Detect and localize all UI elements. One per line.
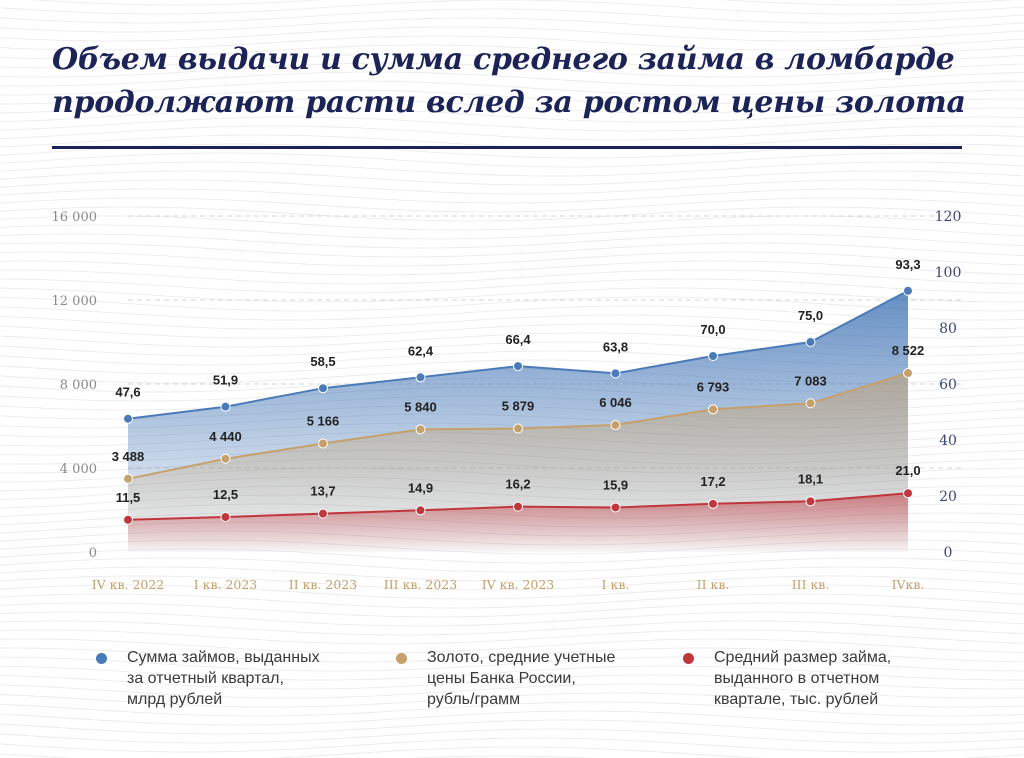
data-label-avg-loan: 12,5 <box>213 487 238 502</box>
category-tick-label: II кв. <box>697 577 730 592</box>
data-label-loans: 75,0 <box>798 308 823 323</box>
data-point-avg-loan <box>318 508 328 519</box>
legend-label-gold: Золото, средние учетные цены Банка Росси… <box>427 649 616 708</box>
category-tick-label: I кв. 2023 <box>194 577 258 592</box>
series-areas <box>128 290 908 552</box>
data-point-gold <box>708 404 718 415</box>
data-label-gold: 3 488 <box>112 449 145 464</box>
data-label-gold: 5 166 <box>307 414 340 429</box>
legend-label-loans: Сумма займов, выданных за отчетный кварт… <box>127 649 320 708</box>
data-label-loans: 47,6 <box>115 385 140 400</box>
data-label-loans: 70,0 <box>700 322 725 337</box>
data-label-avg-loan: 21,0 <box>895 463 920 478</box>
data-point-gold <box>513 423 523 434</box>
data-point-loans <box>513 361 523 372</box>
data-label-avg-loan: 14,9 <box>408 480 433 495</box>
data-label-gold: 8 522 <box>892 343 925 358</box>
data-label-loans: 93,3 <box>895 257 920 272</box>
category-tick-label: III кв. <box>792 577 830 592</box>
data-point-loans <box>708 351 718 361</box>
right-axis-tick-label: 0 <box>944 545 953 561</box>
legend-item-loans: Сумма займов, выданных за отчетный кварт… <box>96 647 320 710</box>
data-point-avg-loan <box>123 514 133 525</box>
data-point-avg-loan <box>903 488 913 499</box>
data-label-gold: 6 046 <box>599 395 632 410</box>
data-label-loans: 58,5 <box>310 354 335 369</box>
data-point-loans <box>318 383 328 394</box>
legend-dot-gold <box>396 653 407 664</box>
right-axis-tick-label: 20 <box>939 489 957 505</box>
data-label-gold: 5 879 <box>502 399 535 414</box>
data-point-gold <box>805 398 816 409</box>
chart: 47,6 51,9 58,5 62,4 66,4 63,8 70,0 75,0 93,3 3 48… <box>52 209 962 592</box>
data-label-loans: 62,4 <box>408 343 434 358</box>
category-tick-label: IV кв. 2022 <box>92 577 165 592</box>
category-tick-label: I кв. <box>602 577 630 592</box>
data-point-avg-loan <box>805 496 816 507</box>
right-axis-tick-label: 80 <box>939 321 957 337</box>
data-point-gold <box>123 473 133 484</box>
category-tick-label: IVкв. <box>892 577 925 592</box>
category-tick-label: IV кв. 2023 <box>482 577 555 592</box>
left-axis-tick-label: 8 000 <box>60 378 97 393</box>
right-axis-tick-label: 60 <box>939 377 957 393</box>
legend-dot-avg-loan <box>683 653 694 664</box>
data-point-loans <box>220 401 231 412</box>
data-point-loans <box>805 337 816 347</box>
page-title: Объем выдачи и сумма среднего займа в ло… <box>52 42 966 120</box>
left-axis-tick-label: 12 000 <box>52 294 98 309</box>
data-label-gold: 6 793 <box>697 379 730 394</box>
right-axis-tick-label: 100 <box>935 265 962 281</box>
legend-item-gold: Золото, средние учетные цены Банка Росси… <box>396 647 615 710</box>
left-axis-tick-label: 0 <box>89 546 97 561</box>
data-label-avg-loan: 11,5 <box>116 490 141 505</box>
right-axis-tick-label: 120 <box>935 209 962 225</box>
data-point-loans <box>415 372 426 383</box>
data-label-avg-loan: 15,9 <box>603 477 628 492</box>
category-tick-label: III кв. 2023 <box>384 577 457 592</box>
title-divider <box>52 146 962 149</box>
data-point-avg-loan <box>220 512 231 522</box>
data-label-avg-loan: 18,1 <box>798 471 823 486</box>
data-point-avg-loan <box>513 501 523 512</box>
data-point-loans <box>123 413 133 424</box>
data-label-avg-loan: 13,7 <box>310 484 335 499</box>
legend: Сумма займов, выданных за отчетный кварт… <box>0 647 1024 727</box>
data-point-avg-loan <box>415 505 426 516</box>
series-points <box>123 285 913 525</box>
right-axis-tick-label: 40 <box>939 433 957 449</box>
legend-dot-loans <box>96 653 107 664</box>
data-point-gold <box>220 453 231 464</box>
data-label-loans: 63,8 <box>603 339 628 354</box>
data-label-avg-loan: 17,2 <box>700 474 725 489</box>
data-point-loans <box>903 285 913 296</box>
data-label-gold: 5 840 <box>404 399 437 414</box>
legend-label-avg-loan: Средний размер займа, выданного в отчетн… <box>714 649 892 708</box>
data-point-avg-loan <box>610 502 621 513</box>
left-axis-tick-label: 16 000 <box>52 210 98 225</box>
category-tick-label: II кв. 2023 <box>289 577 358 592</box>
data-point-gold <box>318 438 328 449</box>
data-label-gold: 4 440 <box>209 429 242 444</box>
data-point-gold <box>903 368 913 379</box>
data-point-gold <box>415 424 426 435</box>
legend-item-avg-loan: Средний размер займа, выданного в отчетн… <box>683 647 891 710</box>
data-point-avg-loan <box>708 498 718 509</box>
axes: 0 4 000 8 000 12 000 16 000 0 20 40 60 80 100 120 IV… <box>52 209 962 592</box>
data-label-avg-loan: 16,2 <box>505 477 530 492</box>
data-label-gold: 7 083 <box>794 373 827 388</box>
left-axis-tick-label: 4 000 <box>60 462 97 477</box>
data-point-loans <box>610 368 621 379</box>
data-labels: 47,6 51,9 58,5 62,4 66,4 63,8 70,0 75,0 93,3 3 48… <box>112 257 925 505</box>
data-label-loans: 51,9 <box>213 373 238 388</box>
data-label-loans: 66,4 <box>505 332 531 347</box>
data-point-gold <box>610 420 621 431</box>
